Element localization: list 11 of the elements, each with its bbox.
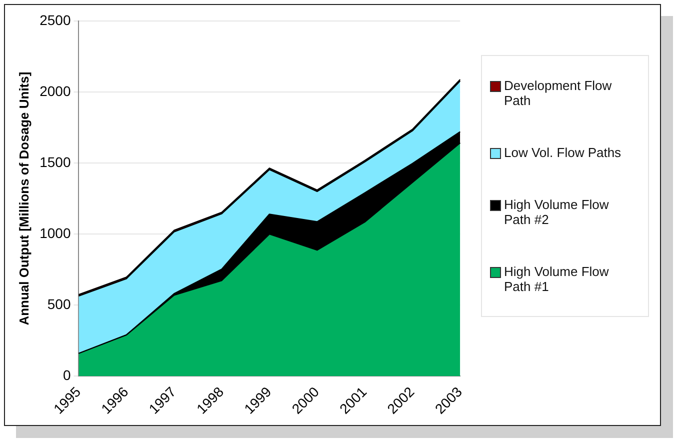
- y-tick-label: 500: [47, 296, 71, 312]
- y-tick-label: 2000: [40, 82, 71, 99]
- legend-label: High Volume Flow Path #2: [504, 197, 610, 227]
- y-tick-label: 0: [62, 366, 71, 383]
- legend-label: High Volume Flow Path #1: [504, 264, 610, 294]
- y-tick-label: 1500: [40, 154, 71, 170]
- legend-label: Development Flow Path: [504, 78, 613, 108]
- y-axis-title: Annual Output [Millions of Dosage Units]: [16, 72, 32, 326]
- y-tick-label: 1000: [40, 224, 71, 241]
- y-tick-label: 2500: [40, 12, 71, 28]
- legend-label: Low Vol. Flow Paths: [504, 145, 622, 160]
